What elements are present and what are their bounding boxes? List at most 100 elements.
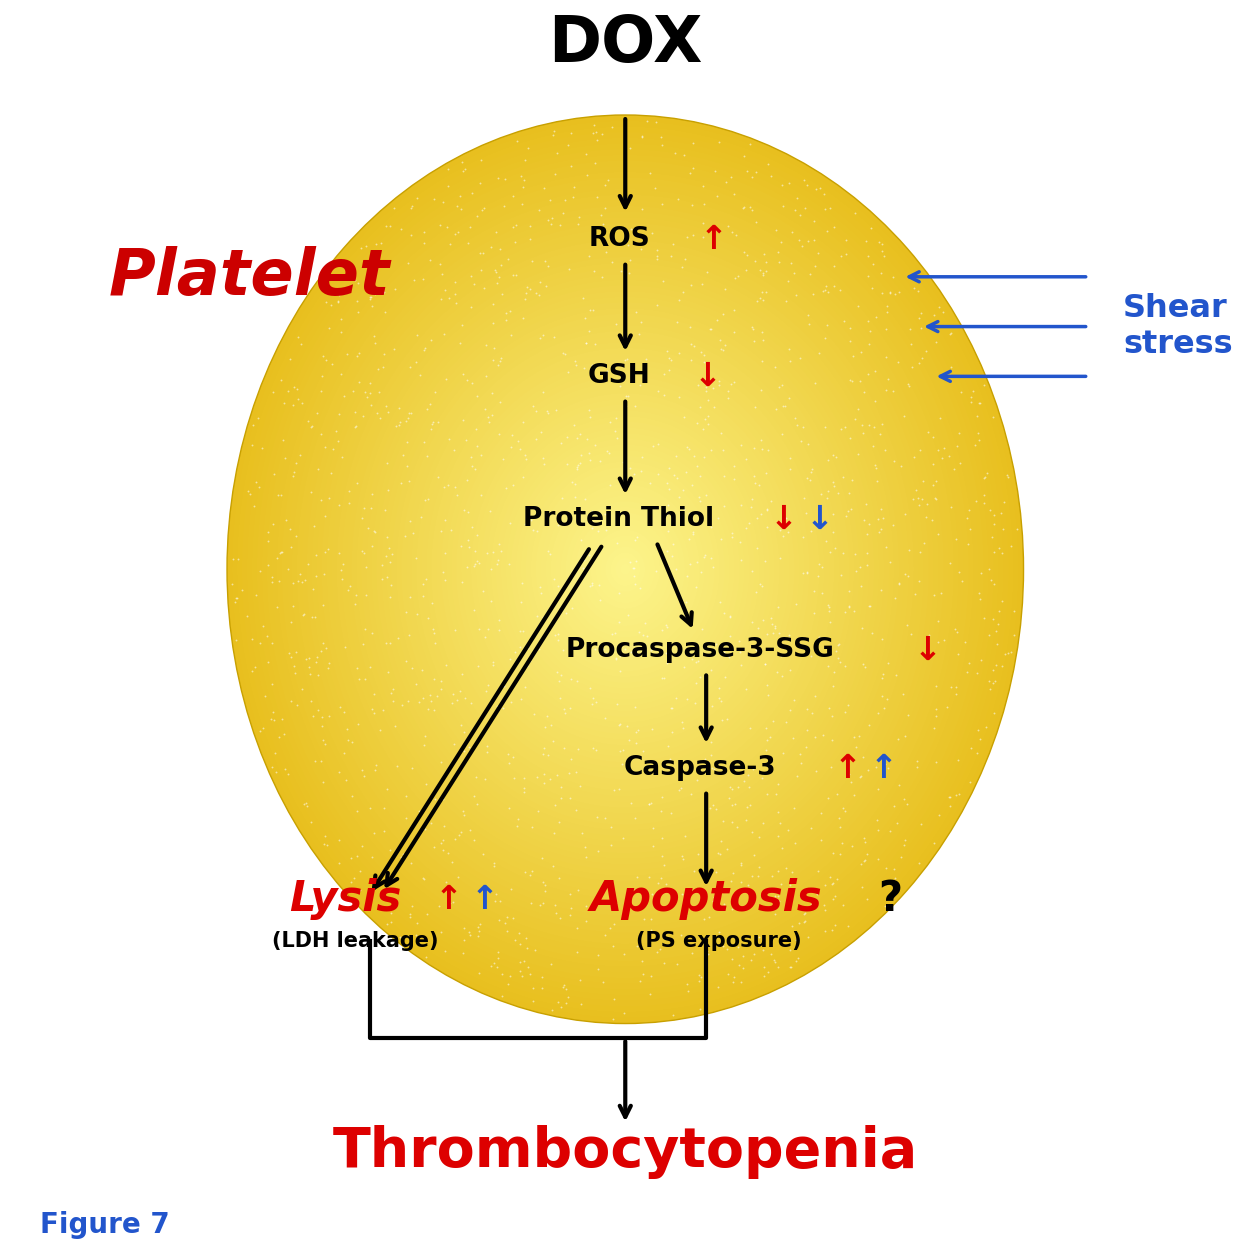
Point — [544, 568, 564, 588]
Point — [346, 416, 367, 436]
Point — [607, 533, 627, 553]
Point — [389, 398, 410, 418]
Point — [554, 703, 575, 723]
Point — [379, 587, 399, 607]
Point — [708, 976, 728, 997]
Point — [451, 151, 471, 171]
Point — [703, 378, 723, 398]
Point — [871, 519, 891, 539]
Point — [542, 208, 562, 228]
Point — [713, 440, 733, 460]
Point — [852, 877, 872, 897]
Point — [994, 493, 1014, 513]
Point — [362, 287, 382, 307]
Point — [823, 472, 843, 493]
Point — [583, 115, 604, 135]
Point — [512, 573, 532, 593]
Point — [646, 112, 667, 132]
Ellipse shape — [426, 343, 824, 796]
Point — [534, 774, 554, 794]
Point — [626, 936, 646, 956]
Ellipse shape — [352, 257, 900, 882]
Point — [606, 407, 626, 427]
Ellipse shape — [505, 433, 745, 706]
Point — [472, 844, 493, 864]
Point — [798, 719, 818, 740]
Point — [299, 554, 319, 575]
Point — [624, 558, 644, 578]
Point — [441, 520, 461, 541]
Ellipse shape — [287, 183, 964, 955]
Point — [459, 537, 479, 557]
Point — [281, 537, 301, 557]
Point — [475, 680, 495, 701]
Point — [420, 394, 440, 415]
Point — [606, 694, 626, 714]
Point — [532, 966, 552, 987]
Point — [355, 669, 375, 689]
Point — [444, 684, 464, 704]
Point — [362, 296, 382, 316]
Point — [983, 407, 1003, 427]
Point — [346, 472, 367, 493]
Point — [586, 188, 606, 208]
Point — [693, 213, 713, 233]
Point — [709, 688, 730, 708]
Point — [525, 940, 546, 960]
Point — [696, 703, 716, 723]
Text: GSH: GSH — [587, 363, 650, 389]
Point — [650, 801, 670, 822]
Point — [488, 549, 508, 570]
Point — [610, 714, 630, 735]
Point — [343, 382, 363, 402]
Point — [816, 530, 837, 551]
Point — [582, 500, 602, 520]
Point — [265, 465, 285, 485]
Point — [440, 893, 460, 913]
Point — [602, 1008, 622, 1028]
Point — [854, 382, 874, 402]
Point — [404, 270, 425, 290]
Point — [249, 561, 270, 581]
Point — [364, 760, 384, 780]
Point — [887, 813, 907, 833]
Point — [625, 722, 645, 742]
Point — [488, 956, 508, 976]
Point — [908, 353, 929, 373]
Point — [675, 898, 696, 919]
Point — [862, 624, 882, 644]
Point — [819, 450, 839, 470]
Point — [639, 794, 659, 814]
Point — [932, 302, 953, 323]
Point — [469, 921, 489, 941]
Point — [554, 344, 575, 364]
Ellipse shape — [456, 377, 795, 762]
Point — [704, 219, 724, 239]
Point — [537, 505, 557, 525]
Point — [533, 745, 553, 765]
Point — [377, 915, 397, 935]
Point — [481, 237, 501, 257]
Text: Thrombocytopenia: Thrombocytopenia — [333, 1125, 917, 1178]
Point — [835, 243, 856, 263]
Point — [659, 348, 679, 368]
Point — [311, 751, 331, 771]
Point — [798, 927, 818, 948]
Point — [794, 912, 814, 932]
Point — [612, 452, 633, 472]
Point — [319, 318, 339, 338]
Point — [377, 527, 397, 547]
Point — [779, 388, 799, 408]
Point — [716, 171, 736, 192]
Point — [312, 707, 333, 727]
Ellipse shape — [421, 336, 829, 803]
Point — [365, 755, 386, 775]
Point — [740, 795, 760, 815]
Point — [420, 684, 440, 704]
Point — [845, 561, 866, 581]
Point — [375, 547, 396, 567]
Point — [578, 321, 598, 341]
Point — [641, 223, 662, 243]
Point — [582, 518, 602, 538]
Point — [689, 999, 709, 1019]
